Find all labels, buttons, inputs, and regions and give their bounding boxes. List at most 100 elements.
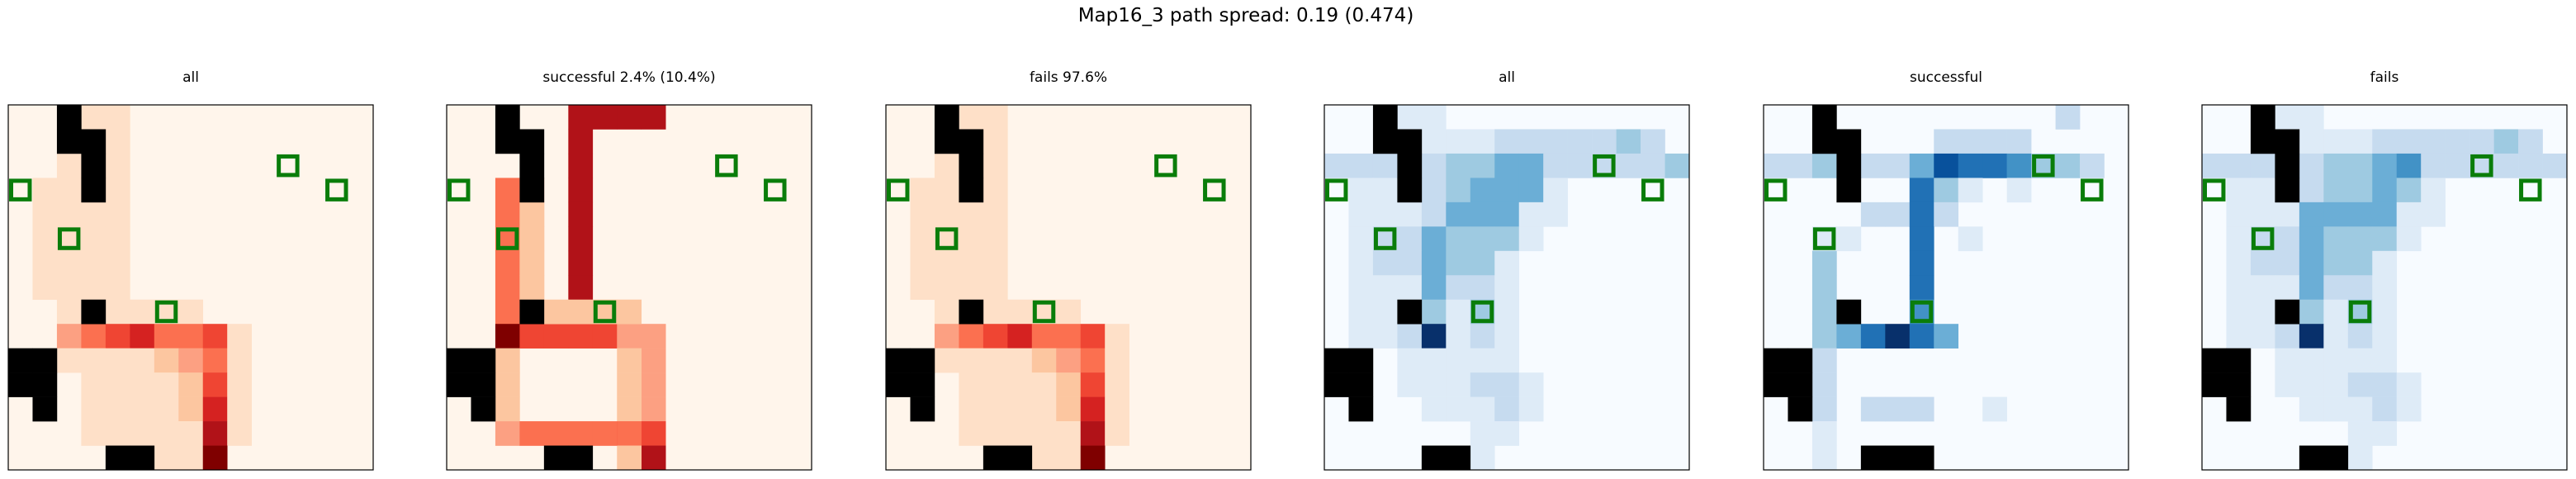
obstacle-cell — [1836, 129, 1862, 154]
heatmap-cell — [1836, 324, 1862, 349]
heatmap-cell — [959, 105, 984, 130]
obstacle-cell — [519, 153, 545, 178]
panel-title: all — [182, 69, 199, 86]
obstacle-cell — [130, 445, 155, 471]
heatmap-cell — [543, 324, 569, 349]
goal-marker — [1032, 300, 1056, 324]
heatmap-cell — [154, 324, 179, 349]
heatmap-cell — [56, 202, 82, 227]
heatmap-cell — [2445, 129, 2470, 154]
heatmap-cell — [2226, 178, 2252, 203]
heatmap-cell — [1080, 421, 1106, 446]
obstacle-cell — [32, 348, 58, 373]
goal-marker — [277, 154, 300, 178]
heatmap-cell — [154, 445, 179, 471]
heatmap-cell — [1421, 324, 1447, 349]
heatmap-cell — [1494, 324, 1520, 349]
heatmap-cell — [1446, 129, 1471, 154]
obstacle-cell — [2299, 445, 2324, 471]
obstacle-cell — [2202, 372, 2227, 397]
heatmap-cell — [178, 445, 204, 471]
heatmap-cell — [910, 250, 935, 276]
heatmap-cell — [2347, 348, 2373, 373]
panel-frame — [1763, 104, 2129, 471]
heatmap-cell — [959, 348, 984, 373]
heatmap-cell — [1860, 324, 1886, 349]
heatmap-cell — [568, 275, 594, 301]
heatmap-cell — [2372, 178, 2398, 203]
obstacle-cell — [2202, 348, 2227, 373]
heatmap-cell — [910, 202, 935, 227]
heatmap-cell — [983, 299, 1008, 325]
heatmap-cell — [1056, 396, 1082, 422]
heatmap-cell — [2006, 153, 2032, 178]
heatmap-cell — [1494, 299, 1520, 325]
heatmap-cell — [1348, 202, 1374, 227]
heatmap-cell — [2421, 202, 2446, 227]
heatmap-cell — [1958, 178, 1983, 203]
heatmap-cell — [1909, 275, 1934, 301]
obstacle-cell — [910, 372, 935, 397]
goal-marker — [2470, 154, 2493, 178]
heatmap-cell — [1470, 202, 1495, 227]
heatmap-panel-6: fails — [2201, 69, 2568, 471]
obstacle-cell — [2250, 105, 2275, 130]
goal-marker — [2032, 154, 2055, 178]
heatmap-cell — [56, 178, 82, 203]
obstacle-cell — [2250, 129, 2275, 154]
heatmap-cell — [1885, 324, 1911, 349]
heatmap-cell — [495, 372, 520, 397]
obstacle-cell — [8, 348, 33, 373]
heatmap-cell — [1909, 226, 1934, 252]
heatmap-cell — [2275, 324, 2300, 349]
goal-marker — [593, 300, 617, 324]
heatmap-cell — [105, 105, 130, 130]
heatmap-cell — [2299, 372, 2324, 397]
heatmap-cell — [934, 275, 959, 301]
heatmap-cell — [227, 372, 252, 397]
obstacle-cell — [2275, 178, 2300, 203]
heatmap-cell — [983, 250, 1008, 276]
heatmap-panel-2: successful 2.4% (10.4%) — [446, 69, 812, 471]
heatmap-cell — [495, 421, 520, 446]
heatmap-cell — [1567, 129, 1593, 154]
obstacle-cell — [105, 445, 130, 471]
goal-marker — [1910, 300, 1934, 324]
heatmap-cell — [154, 348, 179, 373]
heatmap-cell — [1007, 324, 1033, 349]
heatmap-cell — [1470, 324, 1495, 349]
heatmap-cell — [1811, 275, 1837, 301]
heatmap-cell — [1860, 396, 1886, 422]
heatmap-cell — [1518, 153, 1544, 178]
heatmap-cell — [983, 372, 1008, 397]
heatmap-cell — [568, 178, 594, 203]
heatmap-cell — [2250, 178, 2275, 203]
obstacle-cell — [910, 348, 935, 373]
obstacle-cell — [1860, 445, 1886, 471]
heatmap-cell — [56, 153, 82, 178]
heatmap-cell — [2347, 178, 2373, 203]
heatmap-cell — [1421, 396, 1447, 422]
heatmap-cell — [959, 275, 984, 301]
heatmap-cell — [543, 299, 569, 325]
goal-marker — [2251, 227, 2275, 250]
heatmap-cell — [202, 421, 228, 446]
obstacle-cell — [2323, 445, 2349, 471]
heatmap-cell — [2275, 202, 2300, 227]
heatmap-cell — [227, 421, 252, 446]
heatmap-cell — [1397, 202, 1423, 227]
heatmap-cell — [1056, 445, 1082, 471]
heatmap-cell — [2226, 324, 2252, 349]
obstacle-cell — [2275, 129, 2300, 154]
obstacle-cell — [934, 129, 959, 154]
heatmap-cell — [1446, 202, 1471, 227]
heatmap-cell — [2323, 324, 2349, 349]
heatmap-cell — [519, 324, 545, 349]
heatmap-cell — [1982, 396, 2007, 422]
obstacle-cell — [81, 129, 107, 154]
heatmap-cell — [1372, 299, 1398, 325]
obstacle-cell — [1764, 348, 1788, 373]
heatmap-cell — [2396, 202, 2422, 227]
goal-marker — [715, 154, 738, 178]
heatmap-cell — [154, 421, 179, 446]
